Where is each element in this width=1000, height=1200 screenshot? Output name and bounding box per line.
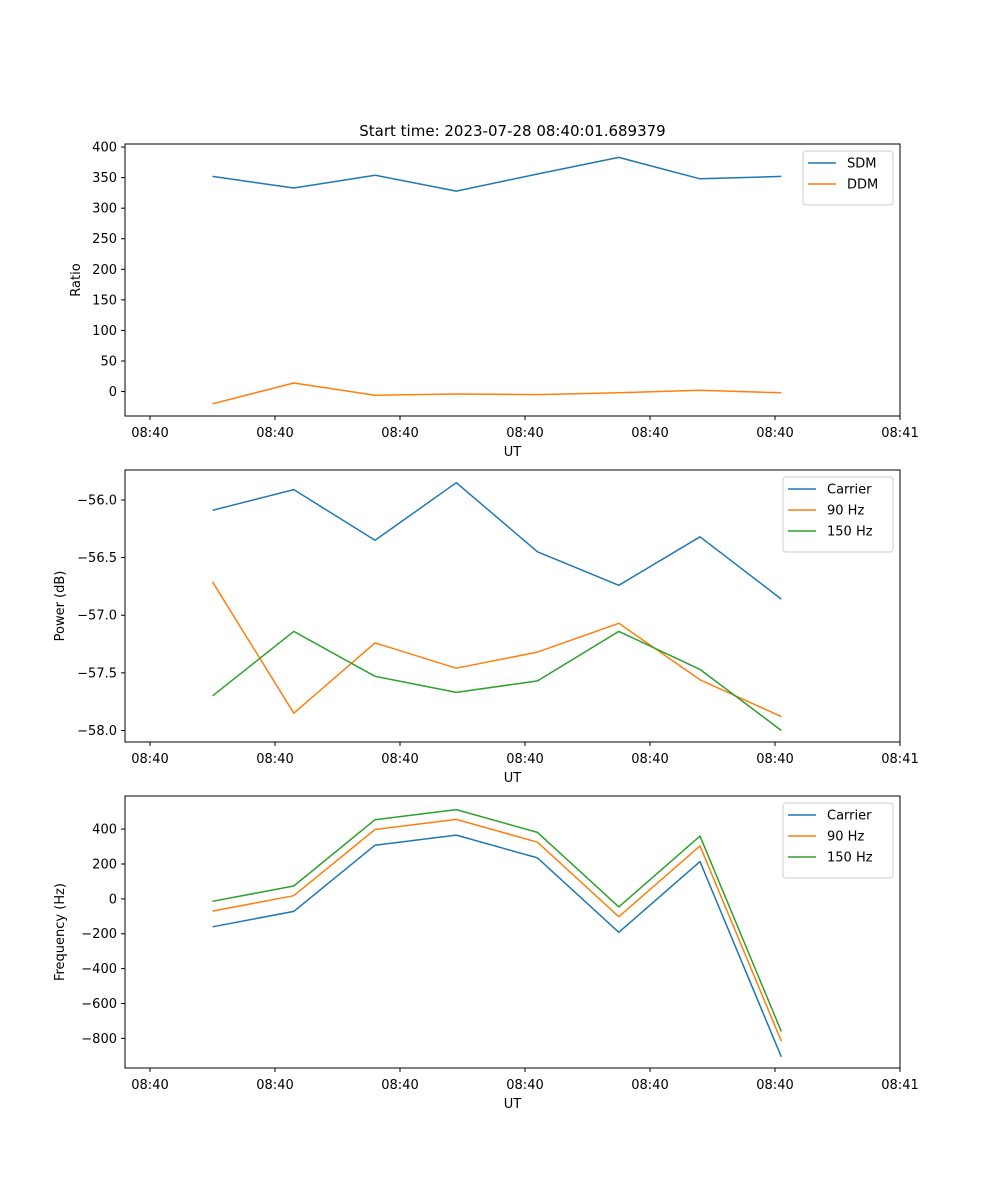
legend-label: DDM xyxy=(847,178,878,193)
y-tick-label: 350 xyxy=(92,171,117,186)
y-tick-label: 400 xyxy=(92,823,117,838)
x-tick-label: 08:41 xyxy=(881,1078,918,1093)
x-tick-label: 08:40 xyxy=(506,426,543,441)
legend-label: Carrier xyxy=(827,483,872,498)
series-line-90-hz xyxy=(211,581,782,718)
x-tick-label: 08:40 xyxy=(131,752,168,767)
x-tick-label: 08:40 xyxy=(381,1078,418,1093)
y-tick-label: −57.5 xyxy=(77,666,117,681)
y-tick-label: 200 xyxy=(92,263,117,278)
y-tick-label: −400 xyxy=(81,962,117,977)
y-tick-label: 400 xyxy=(92,141,117,156)
y-tick-label: 150 xyxy=(92,293,117,308)
subplot-3: 08:40 08:40 08:40 08:40 08:40 08:40 08:41 −800 −… xyxy=(53,795,919,1112)
x-tick-label: 08:40 xyxy=(631,752,668,767)
axes-frame xyxy=(124,795,901,1069)
y-axis-label: Ratio xyxy=(69,263,84,296)
y-tick-label: 0 xyxy=(109,385,117,400)
x-tick-label: 08:41 xyxy=(881,752,918,767)
subplot-2: 08:40 08:40 08:40 08:40 08:40 08:40 08:41 −58.0… xyxy=(53,469,919,786)
x-axis-label: UT xyxy=(504,771,522,786)
legend-box xyxy=(782,802,894,879)
legend-label: 150 Hz xyxy=(827,525,873,540)
x-tick-label: 08:40 xyxy=(381,752,418,767)
figure-title: Start time: 2023-07-28 08:40:01.689379 xyxy=(359,122,665,140)
series-line-carrier xyxy=(212,481,782,600)
legend-label: Carrier xyxy=(827,809,872,824)
y-tick-label: 0 xyxy=(109,892,117,907)
x-tick-label: 08:40 xyxy=(756,1078,793,1093)
series-line-150-hz xyxy=(212,808,782,1032)
legend-label: 90 Hz xyxy=(827,830,864,845)
y-tick-label: 100 xyxy=(92,324,117,339)
y-tick-label: 300 xyxy=(92,202,117,217)
legend: SDM DDM xyxy=(802,150,894,206)
series-line-ddm xyxy=(212,382,782,405)
legend: Carrier 90 Hz 150 Hz xyxy=(782,476,894,553)
y-tick-label: −800 xyxy=(81,1032,117,1047)
axes-frame xyxy=(124,469,901,743)
legend-label: 90 Hz xyxy=(827,504,864,519)
x-tick-label: 08:40 xyxy=(506,752,543,767)
y-tick-label: 200 xyxy=(92,858,117,873)
y-axis-label: Frequency (Hz) xyxy=(53,883,68,981)
x-tick-label: 08:40 xyxy=(256,752,293,767)
y-tick-label: −57.0 xyxy=(77,609,117,624)
series-line-90-hz xyxy=(212,818,782,1042)
x-tick-label: 08:40 xyxy=(631,426,668,441)
legend-box xyxy=(782,476,894,553)
y-tick-label: −56.5 xyxy=(77,551,117,566)
x-tick-label: 08:40 xyxy=(506,1078,543,1093)
series-line-150-hz xyxy=(212,630,782,732)
x-tick-label: 08:40 xyxy=(256,1078,293,1093)
y-axis-label: Power (dB) xyxy=(53,571,68,642)
subplots: 08:40 08:40 08:40 08:40 08:40 08:40 08:41 0 50 10… xyxy=(53,141,919,1112)
x-axis-label: UT xyxy=(504,445,522,460)
x-tick-label: 08:40 xyxy=(631,1078,668,1093)
x-tick-label: 08:41 xyxy=(881,426,918,441)
legend-box xyxy=(802,150,894,206)
x-tick-label: 08:40 xyxy=(756,426,793,441)
y-tick-label: 250 xyxy=(92,232,117,247)
y-tick-label: −600 xyxy=(81,997,117,1012)
x-tick-label: 08:40 xyxy=(131,426,168,441)
legend: Carrier 90 Hz 150 Hz xyxy=(782,802,894,879)
y-tick-label: −56.0 xyxy=(77,493,117,508)
axes-frame xyxy=(124,143,901,417)
y-tick-label: −58.0 xyxy=(77,724,117,739)
y-tick-label: −200 xyxy=(81,927,117,942)
x-tick-label: 08:40 xyxy=(381,426,418,441)
x-tick-label: 08:40 xyxy=(756,752,793,767)
y-tick-label: 50 xyxy=(100,354,117,369)
series-line-sdm xyxy=(212,156,782,192)
x-tick-label: 08:40 xyxy=(256,426,293,441)
legend-label: 150 Hz xyxy=(827,851,873,866)
subplot-1: 08:40 08:40 08:40 08:40 08:40 08:40 08:41 0 50 10… xyxy=(69,141,919,460)
legend-label: SDM xyxy=(847,157,876,172)
x-axis-label: UT xyxy=(504,1097,522,1112)
series-line-carrier xyxy=(212,834,782,1058)
x-tick-label: 08:40 xyxy=(131,1078,168,1093)
